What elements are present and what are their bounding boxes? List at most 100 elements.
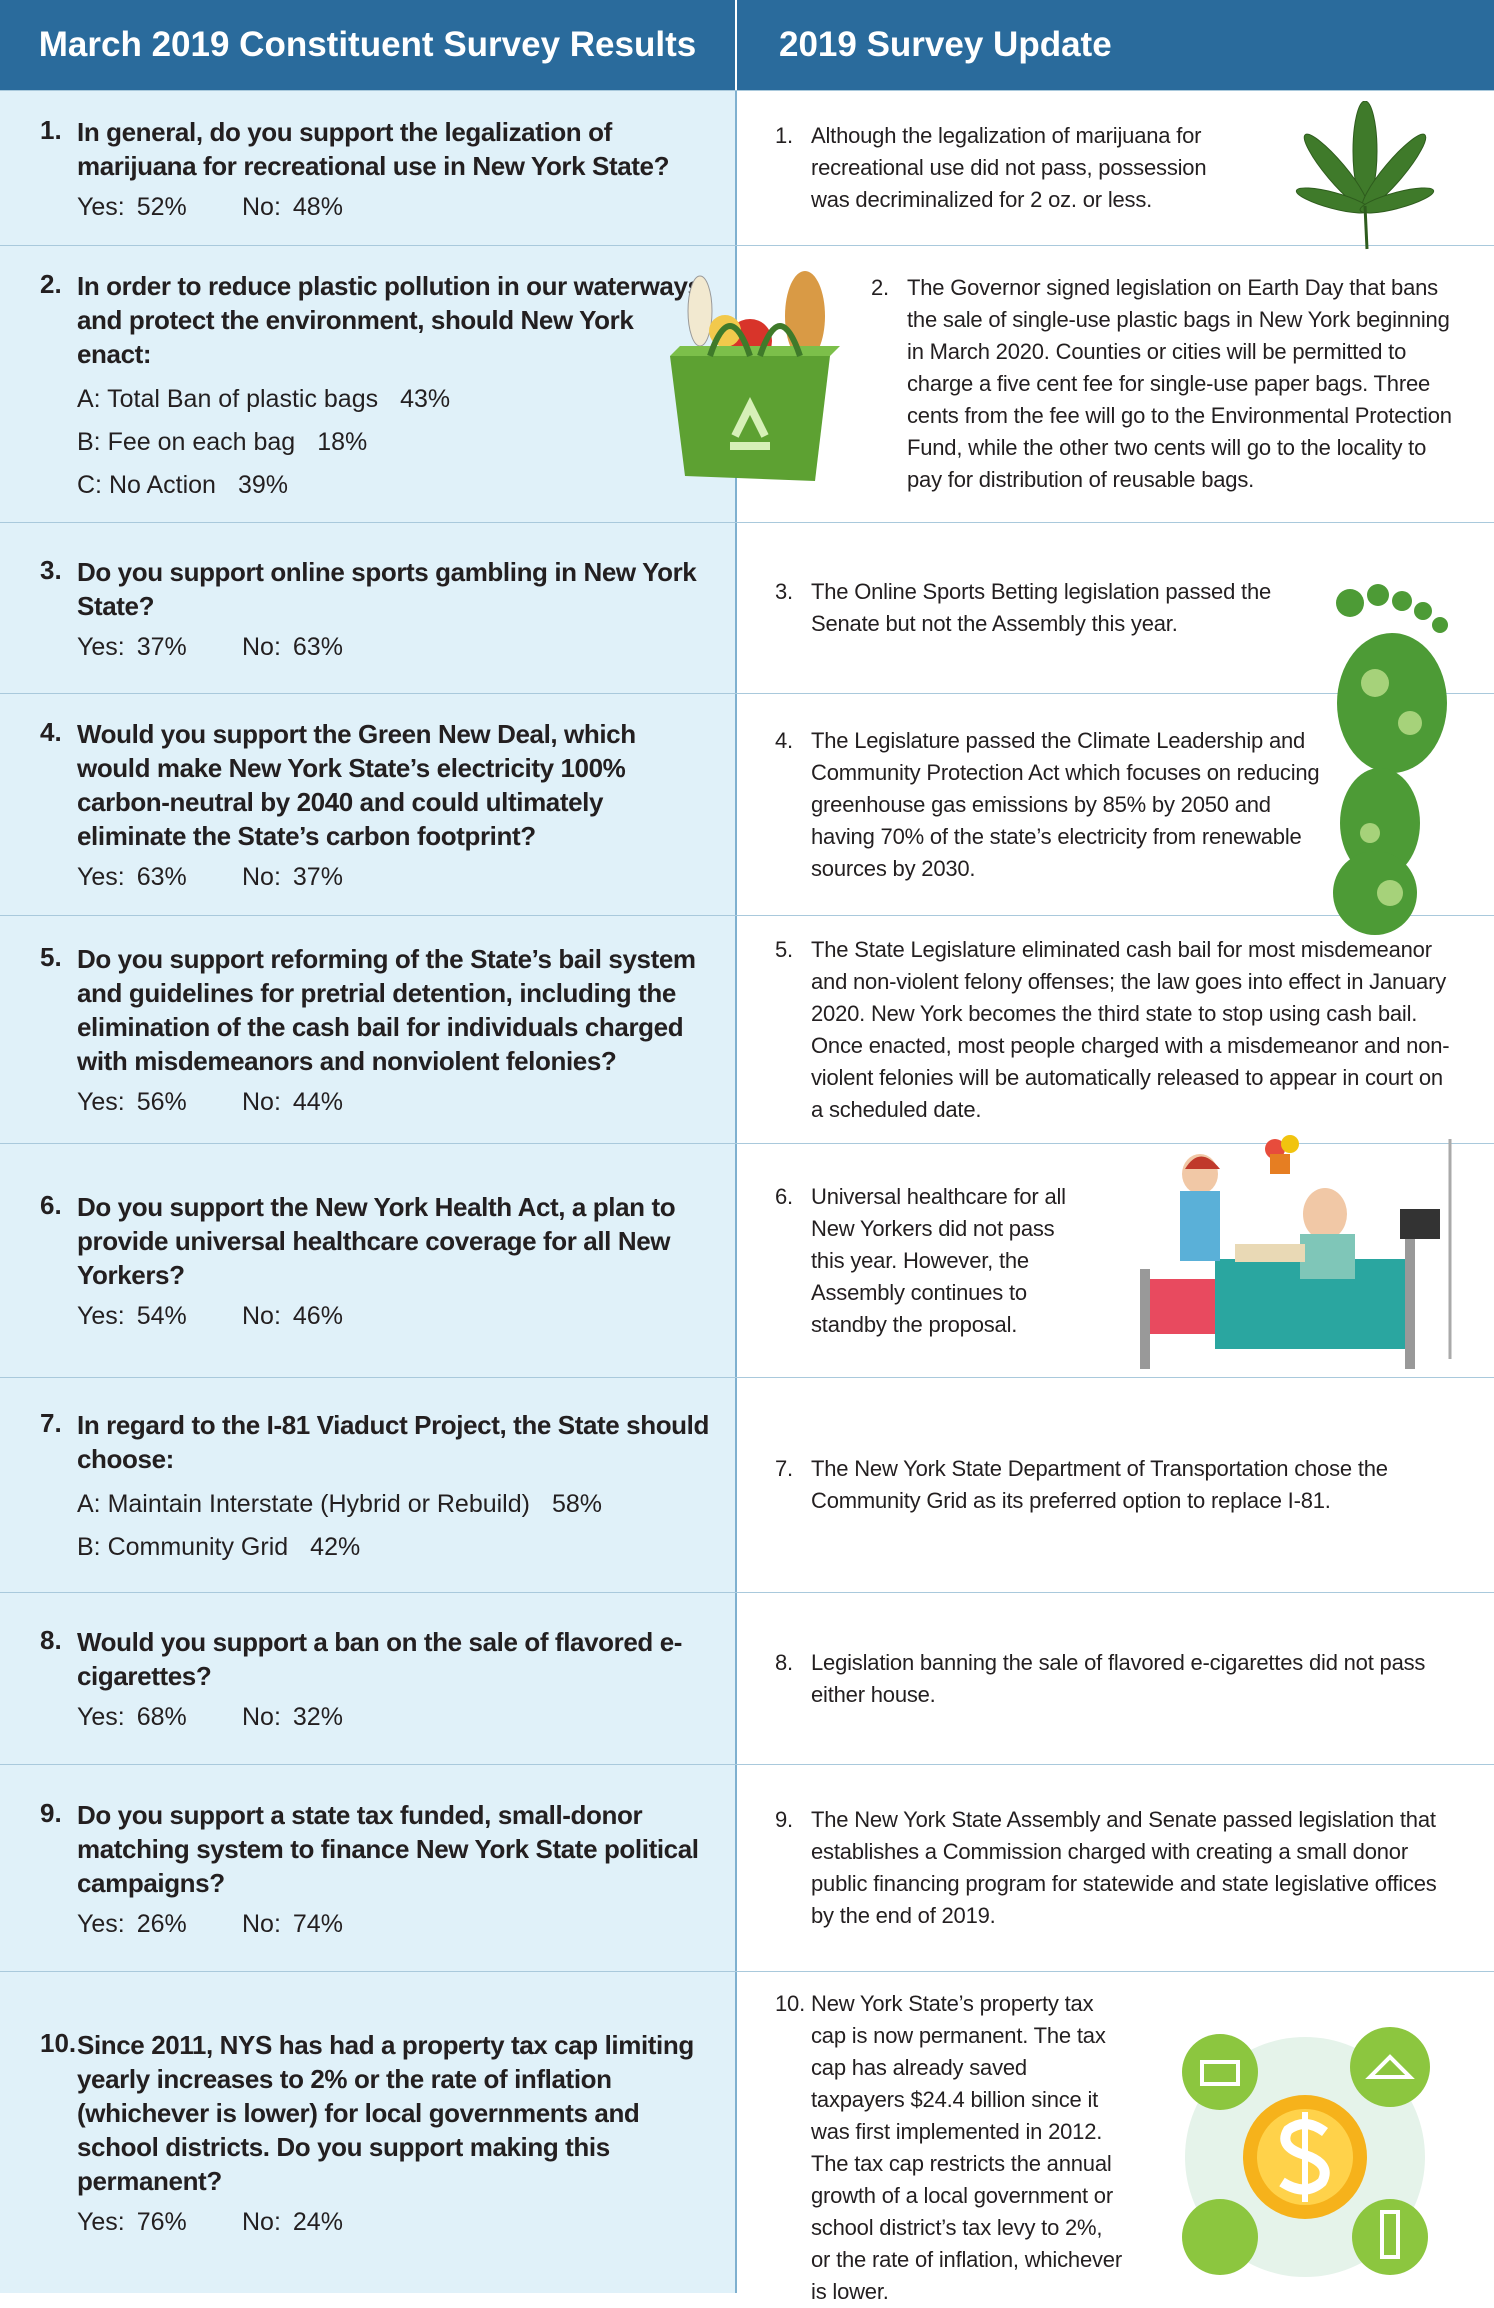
survey-row: 1.In general, do you support the legaliz… [0, 90, 1494, 245]
answer: A: Total Ban of plastic bags43% [77, 385, 711, 414]
update: 8.Legislation banning the sale of flavor… [775, 1647, 1454, 1711]
answer: Yes:52% [77, 193, 242, 222]
question-number: 6. [40, 1190, 62, 1221]
answer: No: 63% [242, 633, 407, 662]
answer-value: 76% [137, 2208, 187, 2236]
left-title: March 2019 Constituent Survey Results [0, 0, 737, 90]
update-number: 7. [775, 1453, 811, 1517]
question: 4.Would you support the Green New Deal, … [77, 717, 711, 892]
answer-value: 32% [293, 1703, 343, 1731]
answer-label: Yes: [77, 1703, 125, 1731]
question-text: Do you support online sports gambling in… [77, 555, 711, 623]
survey-row: 8. Would you support a ban on the sale of… [0, 1592, 1494, 1764]
rows: 1.In general, do you support the legaliz… [0, 90, 1494, 2293]
update-number: 9. [775, 1804, 811, 1932]
update: 10.New York State’s property tax cap is … [775, 1988, 1124, 2308]
question-cell: 2. In order to reduce plastic pollution i… [0, 246, 737, 522]
answer-value: 52% [137, 193, 187, 221]
question-cell: 6.Do you support the New York Health Act… [0, 1144, 737, 1377]
answers: Yes:26%No:74% [77, 1910, 711, 1939]
question-cell: 5.Do you support reforming of the State’… [0, 916, 737, 1143]
update-cell: 8.Legislation banning the sale of flavor… [737, 1593, 1494, 1764]
question-text: In general, do you support the legalizat… [77, 115, 711, 183]
question-cell: 9.Do you support a state tax funded, sma… [0, 1765, 737, 1971]
question: 2.In order to reduce plastic pollution i… [77, 269, 711, 500]
answer: No:46% [242, 1302, 407, 1331]
answer-label: No: [242, 633, 281, 661]
answer-label: C: No Action [77, 471, 216, 499]
question-cell: 10.Since 2011, NYS has had a property ta… [0, 1972, 737, 2293]
answers: Yes:37%No: 63% [77, 633, 711, 662]
update: 2.The Governor signed legislation on Ear… [871, 272, 1464, 496]
question-cell: 8. Would you support a ban on the sale of… [0, 1593, 737, 1764]
answer-label: No: [242, 2208, 281, 2236]
answer-label: B: Community Grid [77, 1533, 288, 1561]
update-text: New York State’s property tax cap is now… [811, 1988, 1124, 2308]
illustration [1125, 1129, 1490, 1374]
answer-value: 42% [310, 1533, 360, 1561]
question-text: In regard to the I-81 Viaduct Project, t… [77, 1408, 711, 1476]
question-cell: 7.In regard to the I-81 Viaduct Project,… [0, 1378, 737, 1592]
answers: A: Maintain Interstate (Hybrid or Rebuil… [77, 1490, 711, 1562]
question-text: Do you support reforming of the State’s … [77, 942, 711, 1078]
answer: No: 44% [242, 1088, 407, 1117]
answer: No: 32% [242, 1703, 407, 1732]
update-text: The New York State Department of Transpo… [811, 1453, 1454, 1517]
answer-value: 54% [137, 1302, 187, 1330]
answer-label: B: Fee on each bag [77, 428, 295, 456]
header: March 2019 Constituent Survey Results 20… [0, 0, 1494, 90]
update-number: 10. [775, 1988, 811, 2308]
question: 5.Do you support reforming of the State’… [77, 942, 711, 1117]
survey-row: 5. Do you support reforming of the State’… [0, 915, 1494, 1143]
update-number: 5. [775, 934, 811, 1126]
answer-value: 48% [293, 193, 343, 221]
answer: Yes:37% [77, 633, 242, 662]
illustration [1255, 101, 1475, 251]
body: March 2019 Constituent Survey Results 20… [0, 0, 1494, 2293]
question: 1.In general, do you support the legaliz… [77, 115, 711, 222]
answer-label: No: [242, 1088, 281, 1116]
update-number: 4. [775, 725, 811, 885]
question: 10.Since 2011, NYS has had a property ta… [77, 2028, 711, 2237]
answer: No:24% [242, 2208, 407, 2237]
question: 7.In regard to the I-81 Viaduct Project,… [77, 1408, 711, 1562]
update: 1.Although the legalization of marijuana… [775, 120, 1244, 216]
update-cell: 9.The New York State Assembly and Senate… [737, 1765, 1494, 1971]
answer-label: No: [242, 1703, 281, 1731]
answer: No:37% [242, 863, 407, 892]
question-number: 8. [40, 1625, 62, 1656]
answers: Yes: 63% No:37% [77, 863, 711, 892]
answer-label: No: [242, 1302, 281, 1330]
answer-label: No: [242, 193, 281, 221]
answer-value: 63% [293, 633, 343, 661]
question-text: In order to reduce plastic pollution in … [77, 269, 711, 371]
survey-row: 10.Since 2011, NYS has had a property ta… [0, 1971, 1494, 2293]
answer: Yes: 76% [77, 2208, 242, 2237]
update: 6.Universal healthcare for all New Yorke… [775, 1181, 1084, 1341]
answer-label: Yes: [77, 1910, 125, 1938]
question-number: 2. [40, 269, 62, 300]
answer-value: 63% [137, 863, 187, 891]
update-cell: 5.The State Legislature eliminated cash … [737, 916, 1494, 1143]
answer-value: 44% [293, 1088, 343, 1116]
question-number: 3. [40, 555, 62, 586]
illustration [1160, 2012, 1490, 2282]
update-number: 6. [775, 1181, 811, 1341]
question-text: Would you support a ban on the sale of f… [77, 1625, 711, 1693]
update-text: The Online Sports Betting legislation pa… [811, 576, 1304, 640]
answers: Yes:52%No: 48% [77, 193, 711, 222]
update-cell: 7.The New York State Department of Trans… [737, 1378, 1494, 1592]
answer-label: Yes: [77, 2208, 125, 2236]
question-text: Since 2011, NYS has had a property tax c… [77, 2028, 711, 2198]
survey-row: 3. Do you support online sports gambling … [0, 522, 1494, 693]
question-text: Do you support a state tax funded, small… [77, 1798, 711, 1900]
question-number: 10. [40, 2028, 76, 2059]
answers: Yes: 76% No:24% [77, 2208, 711, 2237]
answer-value: 58% [552, 1490, 602, 1518]
answers: Yes:54%No:46% [77, 1302, 711, 1331]
update: 5.The State Legislature eliminated cash … [775, 934, 1454, 1126]
answer-label: Yes: [77, 863, 125, 891]
question: 3.Do you support online sports gambling … [77, 555, 711, 662]
